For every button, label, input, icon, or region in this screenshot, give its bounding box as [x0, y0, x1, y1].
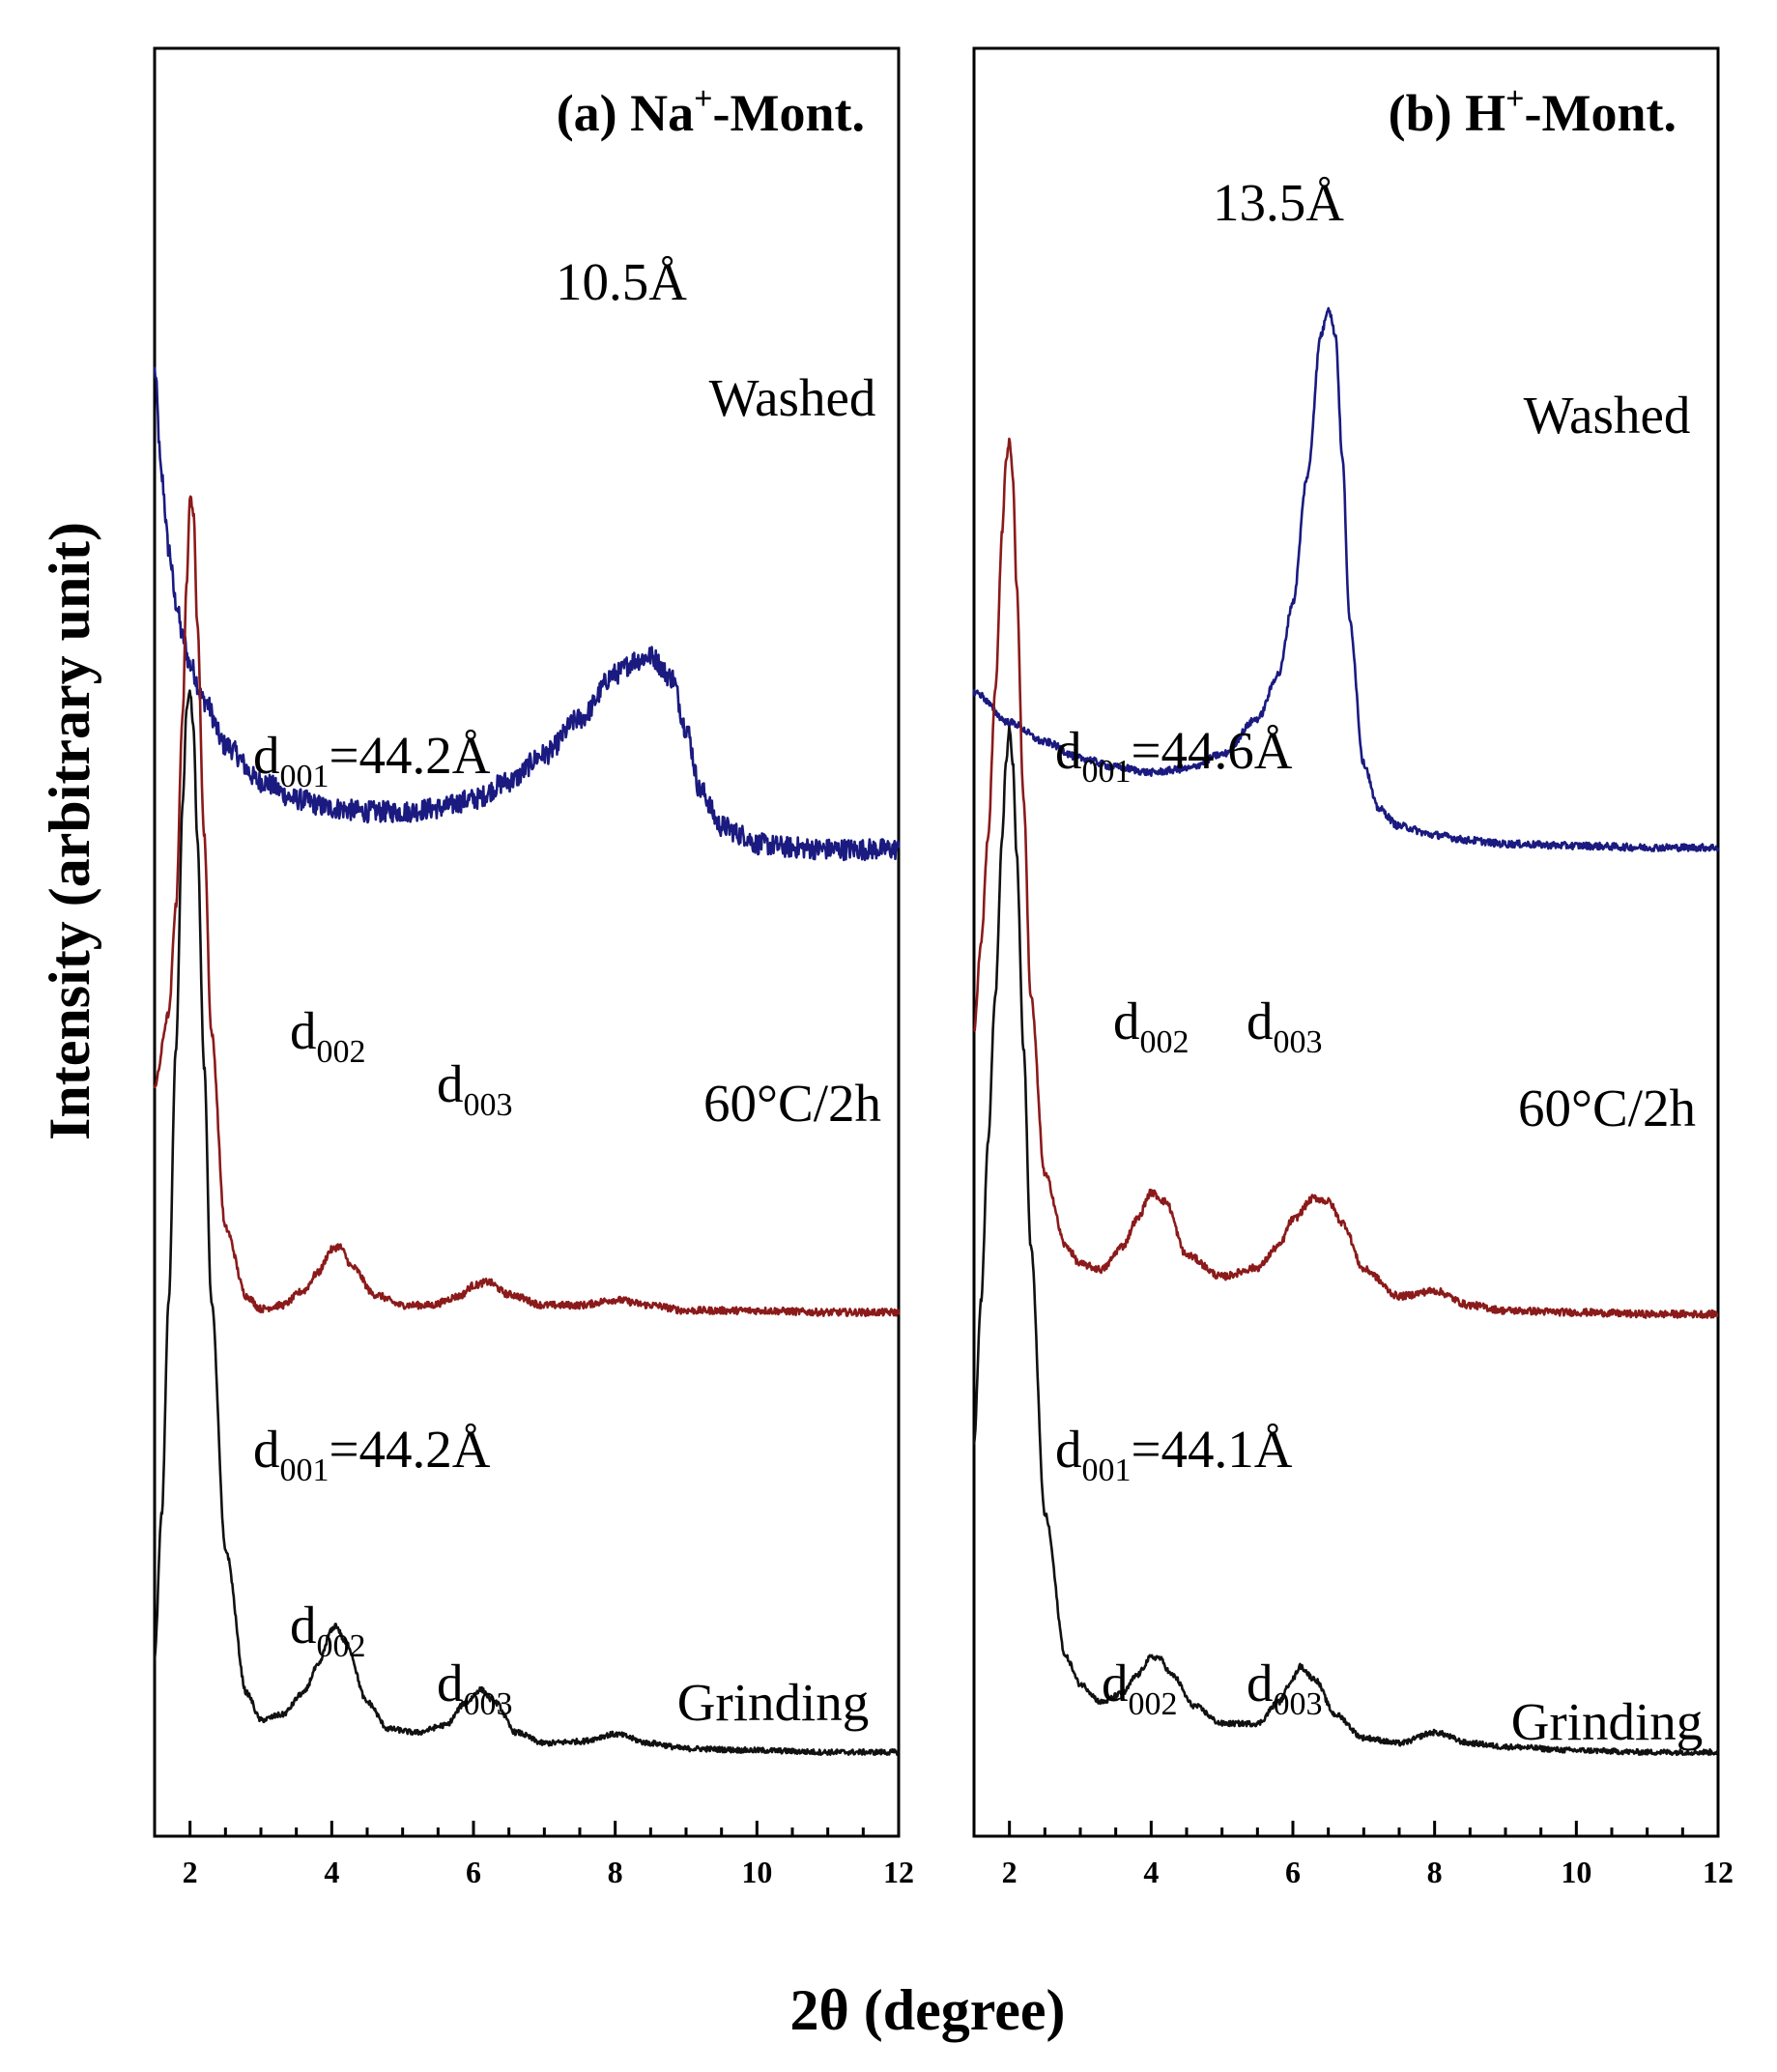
- panel-a-title-sup: +: [694, 81, 712, 117]
- series-label: Grinding: [677, 1673, 870, 1732]
- panel-a-na-mont: (a) Na+-Mont. 2 4 6 8 10 12 Washed 60°C/2h Grin…: [153, 46, 914, 1889]
- peak-annotation: d003: [1247, 1654, 1323, 1722]
- panel-a-labels: Washed 60°C/2h Grinding 10.5Å d001=44.2Å d002…: [253, 252, 881, 1732]
- peak-annotation: d001=44.2Å: [253, 726, 491, 794]
- peak-annotation: d001=44.6Å: [1055, 721, 1293, 790]
- series-line-60-c-2h: [973, 437, 1719, 1319]
- peak-annotation: d001=44.2Å: [253, 1420, 491, 1488]
- peak-annotation: d003: [1247, 992, 1323, 1060]
- series-label: 60°C/2h: [703, 1074, 881, 1133]
- x-tick-label: 8: [1427, 1855, 1443, 1889]
- x-tick-label: 12: [1703, 1855, 1734, 1889]
- panel-b-frame: [972, 46, 1720, 1838]
- x-tick-label: 6: [1285, 1855, 1301, 1889]
- panel-a-traces: [153, 366, 901, 1757]
- panel-b-title: (b) H+-Mont.: [1389, 81, 1677, 142]
- series-line-washed: [972, 306, 1720, 852]
- panel-b-h-mont: (b) H+-Mont. 2 4 6 8 10 12 Washed 60°C/2h Grind…: [972, 46, 1734, 1889]
- y-axis-title: Intensity (arbitrary unit): [38, 522, 101, 1140]
- series-line-grinding: [153, 689, 900, 1757]
- peak-annotation: d002: [1102, 1654, 1178, 1722]
- peak-annotation: 10.5Å: [556, 252, 687, 311]
- series-line-60-c-2h: [153, 495, 901, 1317]
- panel-a-title: (a) Na+-Mont.: [557, 81, 865, 142]
- x-axis-title: 2θ (degree): [789, 1978, 1065, 2042]
- peak-annotation: d002: [1113, 992, 1189, 1060]
- panel-b-x-ticks: 2 4 6 8 10 12: [972, 1821, 1734, 1889]
- x-tick-label: 12: [883, 1855, 914, 1889]
- panel-b-title-sup: +: [1505, 81, 1524, 117]
- x-tick-label: 6: [466, 1855, 481, 1889]
- x-tick-label: 4: [1143, 1855, 1159, 1889]
- panel-a-title-post: -Mont.: [713, 84, 865, 142]
- series-line-washed: [153, 366, 901, 862]
- series-label: 60°C/2h: [1518, 1079, 1696, 1137]
- x-tick-label: 2: [1002, 1855, 1017, 1889]
- panel-a-frame: [153, 46, 901, 1838]
- panel-b-traces: [972, 306, 1720, 1757]
- x-tick-label: 10: [1561, 1855, 1591, 1889]
- panel-b-labels: Washed 60°C/2h Grinding 13.5Å d001=44.6Å d002…: [1055, 173, 1703, 1751]
- series-line-grinding: [972, 725, 1719, 1757]
- peak-annotation: d002: [290, 1596, 366, 1664]
- series-label: Grinding: [1511, 1692, 1704, 1751]
- panel-b-title-pre: (b) H: [1389, 84, 1506, 142]
- peak-annotation: d002: [290, 1001, 366, 1070]
- panel-a-title-pre: (a) Na: [557, 84, 694, 142]
- panel-a-x-ticks: 2 4 6 8 10 12: [153, 1821, 914, 1889]
- peak-annotation: d003: [437, 1054, 513, 1123]
- x-tick-label: 8: [608, 1855, 623, 1889]
- x-tick-label: 10: [741, 1855, 772, 1889]
- x-tick-label: 4: [324, 1855, 339, 1889]
- peak-annotation: d003: [437, 1654, 513, 1722]
- peak-annotation: d001=44.1Å: [1055, 1420, 1293, 1488]
- panel-b-title-post: -Mont.: [1525, 84, 1677, 142]
- peak-annotation: 13.5Å: [1213, 173, 1344, 232]
- series-label: Washed: [709, 368, 876, 427]
- series-label: Washed: [1524, 386, 1691, 445]
- x-tick-label: 2: [183, 1855, 198, 1889]
